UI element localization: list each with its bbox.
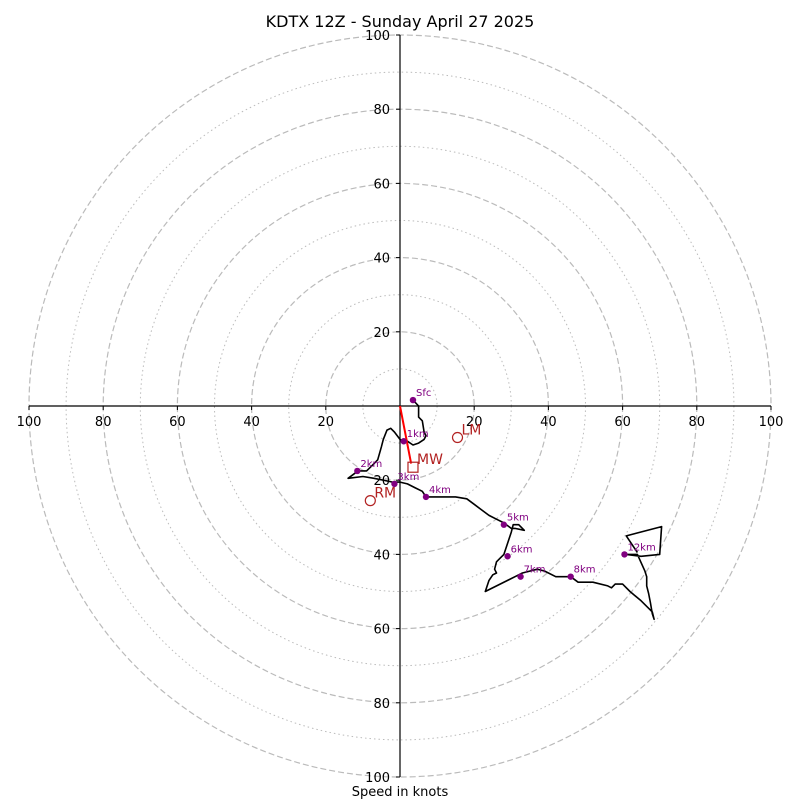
y-tick-label: 20 [373, 474, 390, 489]
x-tick-label: 40 [243, 415, 260, 430]
height-marker-7km [517, 573, 524, 580]
height-marker-3km [391, 480, 398, 488]
y-tick-label: 20 [373, 326, 390, 341]
y-tick-label: 80 [373, 697, 390, 712]
x-axis-label: Speed in knots [352, 785, 449, 800]
height-marker-label: 5km [507, 513, 529, 524]
y-tick-label: 60 [373, 177, 390, 192]
y-tick-label: 60 [373, 623, 390, 638]
y-tick-label: 100 [365, 29, 390, 44]
chart-title: KDTX 12Z - Sunday April 27 2025 [266, 12, 535, 31]
height-marker-label: 7km [524, 565, 546, 576]
x-tick-label: 40 [540, 415, 557, 430]
x-tick-label: 60 [169, 415, 186, 430]
hodograph-trace [347, 399, 663, 621]
y-tick-label: 80 [373, 103, 390, 118]
y-tick-label: 40 [373, 252, 390, 267]
y-tick-label: 40 [373, 548, 390, 563]
shear-vector-line [399, 405, 413, 464]
x-tick-label: 20 [466, 415, 483, 430]
storm-motion-mw-marker [407, 461, 419, 473]
storm-motion-lm-label: LM [462, 423, 482, 439]
height-marker-1km [400, 438, 407, 445]
x-tick-label: 80 [689, 415, 706, 430]
height-marker-label: 12km [627, 542, 655, 553]
x-tick-label: 20 [318, 415, 335, 430]
x-tick-label: 100 [17, 415, 42, 430]
wind-trace-layer [347, 399, 663, 621]
x-tick-label: 100 [759, 415, 784, 430]
shear-vector-layer [399, 405, 413, 464]
height-marker-2km [354, 467, 361, 475]
height-marker-label: 2km [360, 459, 382, 470]
height-marker-5km [500, 521, 508, 528]
height-marker-8km [567, 573, 574, 580]
height-marker-label: 1km [407, 429, 429, 440]
height-marker-label: 4km [429, 485, 451, 496]
y-tick-label: 100 [365, 771, 390, 786]
height-marker-label: 6km [511, 544, 533, 555]
storm-motion-rm-marker [364, 495, 376, 507]
x-tick-label: 60 [614, 415, 631, 430]
storm-motion-mw-label: MW [417, 452, 443, 468]
height-marker-label: 3km [397, 472, 419, 483]
storm-motion-layer: LM MW RM [364, 423, 482, 507]
height-marker-12km [621, 551, 628, 558]
height-marker-4km [422, 493, 430, 501]
height-marker-label: Sfc [416, 388, 431, 399]
storm-motion-rm-label: RM [374, 486, 396, 502]
storm-motion-lm-marker [451, 431, 464, 444]
height-marker-layer: Sfc 1km 2km 3km 4km 5km 6km 7km 8km 12km [354, 388, 656, 580]
height-marker-label: 8km [574, 565, 596, 576]
height-marker-sfc [409, 396, 417, 404]
height-marker-6km [504, 553, 511, 560]
x-tick-label: 80 [95, 415, 112, 430]
tick-labels: 100 80 60 40 20 20 40 60 80 100 100 80 60 40 20 20 40 60 8… [17, 29, 784, 786]
